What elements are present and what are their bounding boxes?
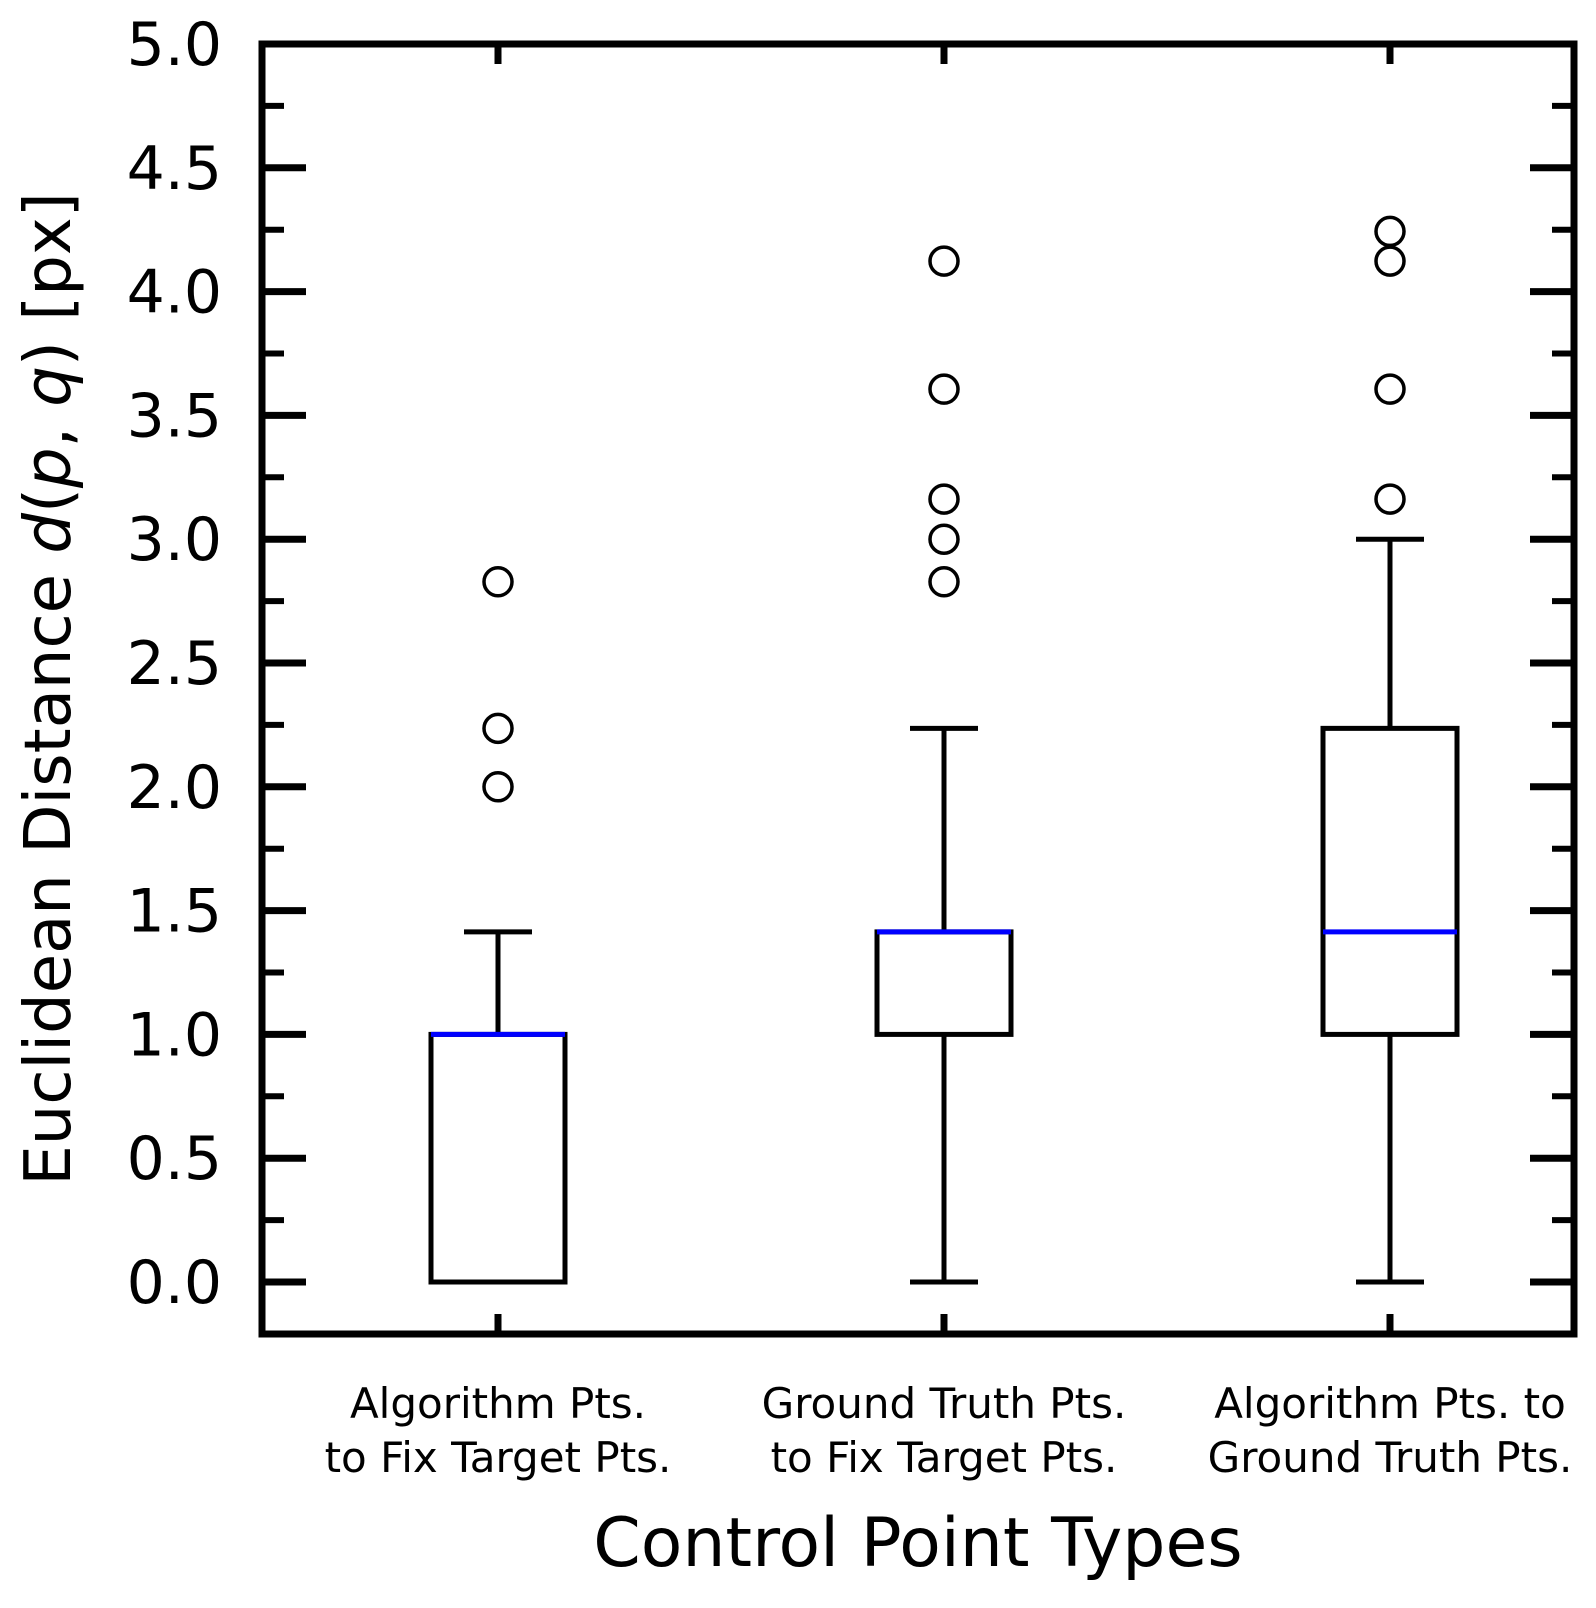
- y-tick-label: 1.0: [127, 1000, 222, 1070]
- outlier-point: [928, 566, 960, 598]
- outlier-point: [1374, 373, 1406, 405]
- outlier-point: [1374, 483, 1406, 515]
- y-axis-title: Euclidean Distance d(p, q) [px]: [12, 192, 86, 1185]
- y-tick-label: 5.0: [127, 10, 222, 80]
- y-tick-label: 0.0: [127, 1248, 222, 1318]
- y-tick-label: 4.0: [127, 258, 222, 328]
- y-axis-title-p: p: [12, 447, 86, 489]
- x-category-labels: Algorithm Pts. to Fix Target Pts. Ground T…: [325, 1379, 1573, 1482]
- outlier-point: [482, 712, 514, 745]
- y-axis-title-prefix: Euclidean Distance: [12, 554, 86, 1186]
- plot-frame: [258, 40, 1578, 1338]
- y-tick-label: 4.5: [127, 134, 222, 204]
- outlier-point: [928, 523, 960, 555]
- y-axis-title-suffix: [px]: [12, 192, 86, 341]
- x-category-label-line1: Ground Truth Pts.: [762, 1379, 1127, 1428]
- iqr-box: [428, 1031, 568, 1285]
- box-plot-group: [1320, 215, 1460, 1285]
- x-axis-title: Control Point Types: [593, 1504, 1243, 1583]
- y-axis-title-open: (: [12, 488, 86, 513]
- y-tick-label: 0.5: [127, 1124, 222, 1194]
- outlier-point: [928, 245, 960, 277]
- x-category-label-line2: Ground Truth Pts.: [1208, 1433, 1573, 1482]
- iqr-box: [874, 929, 1014, 1037]
- y-axis-title-comma: ,: [12, 407, 86, 448]
- outlier-point: [482, 771, 514, 803]
- y-tick-label: 2.5: [127, 629, 222, 699]
- x-category-label-line1: Algorithm Pts. to: [1214, 1379, 1566, 1428]
- y-axis-title-close: ): [12, 341, 86, 366]
- y-tick-label: 2.0: [127, 753, 222, 823]
- y-tick-label: 3.0: [127, 505, 222, 575]
- outlier-point: [928, 373, 960, 405]
- outlier-point: [928, 483, 960, 515]
- box-plot-group: [428, 566, 568, 1285]
- y-axis-title-q: q: [12, 366, 86, 407]
- y-tick-labels: 0.0 0.5 1.0 1.5 2.0 2.5 3.0 3.5 4.0 4.5 5.0: [127, 10, 222, 1318]
- outlier-point: [1374, 245, 1406, 277]
- iqr-box: [1320, 725, 1460, 1037]
- y-tick-label: 1.5: [127, 877, 222, 947]
- x-category-label-line2: to Fix Target Pts.: [325, 1433, 672, 1482]
- y-axis-title-d: d: [12, 513, 86, 554]
- box-plot-group: [874, 245, 1014, 1285]
- y-tick-label: 3.5: [127, 381, 222, 451]
- x-category-label-line1: Algorithm Pts.: [350, 1379, 646, 1428]
- x-category-label-line2: to Fix Target Pts.: [771, 1433, 1118, 1482]
- outlier-point: [482, 566, 514, 598]
- box-series: [428, 215, 1460, 1285]
- outlier-point: [1374, 215, 1406, 248]
- axis-ticks: [262, 40, 1574, 1334]
